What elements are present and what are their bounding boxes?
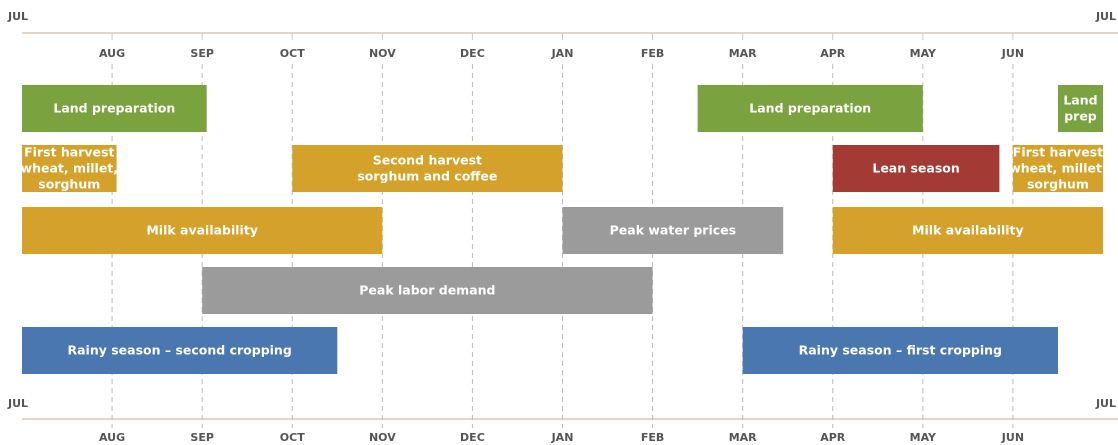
activity-bar	[22, 327, 338, 374]
x-tick-label-top: JUN	[1001, 47, 1024, 60]
activity-label: Milk availability	[912, 222, 1024, 237]
x-tick-label-bottom: JUL	[7, 397, 28, 410]
x-tick-label-bottom: MAR	[729, 431, 757, 444]
activity-bar	[22, 207, 383, 254]
label-line: Second harvest	[373, 152, 482, 167]
x-tick-label-bottom: OCT	[280, 431, 305, 444]
x-tick-label-top: DEC	[460, 47, 485, 60]
activity-bar	[202, 267, 653, 314]
x-tick-label-bottom: SEP	[190, 431, 214, 444]
label-line: wheat, millet,	[21, 160, 119, 175]
activity-label: Lean season	[872, 160, 959, 175]
x-tick-label-top: MAY	[910, 47, 937, 60]
activity-label: Peak water prices	[610, 222, 736, 237]
activity-label: Land prep	[1063, 92, 1097, 123]
x-tick-label-bottom: MAY	[910, 431, 937, 444]
activity-bar	[697, 85, 923, 132]
label-line: Peak water prices	[610, 222, 736, 237]
activity-label: First harvest wheat, millet, sorghum	[21, 144, 119, 191]
label-line: sorghum	[1027, 176, 1089, 191]
activity-bar	[292, 145, 563, 192]
activity-label: First harvest wheat, millet, sorghum	[1009, 144, 1107, 191]
x-tick-label-bottom: NOV	[369, 431, 396, 444]
activity-bar	[1057, 85, 1103, 132]
x-tick-label-bottom: JUN	[1001, 431, 1024, 444]
x-tick-label-top: NOV	[369, 47, 396, 60]
label-line: Milk availability	[912, 222, 1024, 237]
activity-bar	[742, 327, 1058, 374]
label-line: First harvest	[1013, 144, 1103, 159]
label-line: prep	[1064, 108, 1097, 123]
x-tick-label-bottom: AUG	[99, 431, 125, 444]
x-tick-label-top: JUL	[1095, 10, 1116, 23]
label-line: First harvest	[24, 144, 114, 159]
x-tick-label-top: JUL	[7, 10, 28, 23]
activity-label: Land preparation	[53, 100, 175, 115]
activity-label: Rainy season – second cropping	[68, 342, 292, 357]
x-tick-label-bottom: JAN	[551, 431, 574, 444]
label-line: Milk availability	[146, 222, 258, 237]
x-tick-label-top: MAR	[729, 47, 757, 60]
activity-bar	[22, 145, 117, 192]
activity-label: Milk availability	[146, 222, 258, 237]
x-tick-label-top: AUG	[99, 47, 125, 60]
label-line: Peak labor demand	[359, 282, 495, 297]
activity-label: Land preparation	[749, 100, 871, 115]
activity-label: Second harvest sorghum and coffee	[357, 152, 497, 183]
label-line: wheat, millet,	[1009, 160, 1107, 175]
activity-bar	[832, 145, 1000, 192]
label-line: Land preparation	[749, 100, 871, 115]
x-tick-label-top: APR	[820, 47, 846, 60]
activity-label: Rainy season – first cropping	[799, 342, 1002, 357]
activity-label: Peak labor demand	[359, 282, 495, 297]
activity-bar	[562, 207, 784, 254]
activity-bar	[22, 85, 207, 132]
label-line: Rainy season – first cropping	[799, 342, 1002, 357]
activity-bar	[1012, 145, 1103, 192]
x-tick-label-top: FEB	[641, 47, 664, 60]
x-tick-label-top: JAN	[551, 47, 574, 60]
x-tick-label-top: SEP	[190, 47, 214, 60]
x-tick-label-bottom: DEC	[460, 431, 485, 444]
x-tick-label-bottom: JUL	[1095, 397, 1116, 410]
x-tick-label-bottom: FEB	[641, 431, 664, 444]
x-tick-label-bottom: APR	[820, 431, 846, 444]
label-line: Land	[1063, 92, 1097, 107]
label-line: sorghum	[38, 176, 100, 191]
x-tick-label-top: OCT	[280, 47, 305, 60]
label-line: sorghum and coffee	[357, 168, 497, 183]
activity-bar	[832, 207, 1103, 254]
label-line: Lean season	[872, 160, 959, 175]
label-line: Land preparation	[53, 100, 175, 115]
label-line: Rainy season – second cropping	[68, 342, 292, 357]
